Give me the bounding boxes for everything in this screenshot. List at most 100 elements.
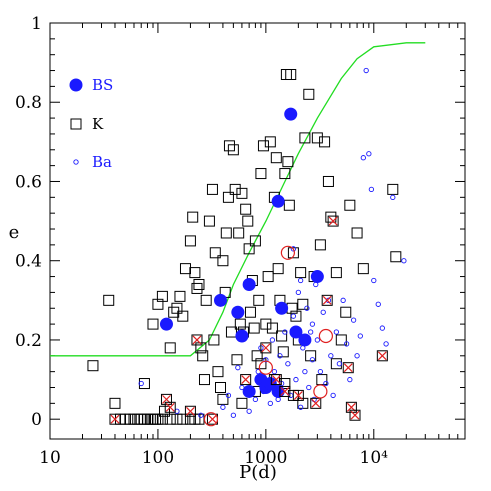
point-ba (336, 361, 343, 367)
y-axis-title: e (9, 222, 20, 243)
point-ba (282, 329, 288, 335)
point-ba (297, 277, 304, 284)
model-curve (50, 42, 426, 357)
crossed-square-mark (343, 363, 353, 373)
crossed-square-box (240, 374, 252, 386)
point-k (340, 306, 352, 318)
point-k (198, 374, 210, 386)
y-tick-label: 0.6 (15, 172, 42, 192)
circled-point (258, 360, 273, 375)
crossed-square-box (310, 397, 322, 409)
point-k (231, 354, 243, 366)
point-ba (390, 194, 396, 200)
point-k (168, 306, 180, 318)
crossed-square-mark (261, 343, 271, 353)
point-k (177, 310, 189, 322)
point-k (295, 267, 307, 279)
point-k (325, 211, 337, 223)
legend-label-k: K (92, 115, 104, 133)
point-k (264, 136, 276, 148)
point-k (164, 342, 176, 354)
point-ba (314, 337, 321, 343)
circled-point (318, 328, 334, 344)
point-ba (330, 392, 336, 399)
x-tick-label: 10⁴ (360, 448, 389, 468)
crossed-square-mark (377, 351, 387, 361)
crossed-square-box (270, 374, 282, 386)
point-k (297, 298, 309, 310)
crossed-square-box (191, 334, 203, 346)
point-k (177, 413, 189, 425)
point-ba (235, 365, 241, 371)
point-bs (214, 293, 228, 307)
crossed-square-mark (311, 398, 321, 408)
y-tick-label: 0 (31, 410, 42, 430)
point-k (152, 298, 164, 310)
point-ba (307, 329, 314, 335)
crossed-square-mark (110, 414, 120, 424)
point-ba (297, 404, 304, 410)
point-bs (242, 384, 256, 398)
x-tick-label: 10 (39, 448, 61, 468)
point-ba (138, 380, 144, 387)
point-k (87, 360, 99, 372)
point-k (217, 255, 229, 267)
point-ba (246, 408, 252, 414)
point-ba (306, 384, 312, 391)
point-k (229, 183, 241, 195)
point-ba (366, 151, 372, 157)
crossed-square-mark (280, 387, 290, 396)
point-ba (285, 361, 291, 367)
point-ba (290, 246, 297, 252)
point-ba (360, 155, 366, 161)
point-ba (317, 368, 324, 375)
point-bs (242, 277, 256, 291)
point-ba (267, 400, 273, 406)
crossed-square-mark (208, 414, 217, 424)
point-k (156, 290, 168, 302)
point-ba (383, 341, 389, 347)
point-k (215, 381, 227, 393)
point-ba (371, 277, 377, 284)
point-bs (284, 107, 298, 121)
y-tick-label: 0.4 (15, 252, 42, 272)
crossed-square-mark (350, 410, 360, 420)
y-axis: 0 0.2 0.4 0.6 0.8 1 (15, 14, 465, 430)
point-k (191, 282, 203, 294)
point-k (222, 191, 234, 203)
point-k (103, 294, 115, 306)
point-k (227, 144, 239, 156)
crossed-square-box (342, 362, 354, 374)
point-k (179, 263, 191, 275)
point-ba (354, 353, 360, 359)
point-ba (333, 329, 340, 335)
circled-point (203, 412, 219, 427)
point-k (311, 132, 323, 144)
model-curve-line (50, 42, 426, 357)
point-k (200, 294, 212, 306)
point-ba (375, 301, 381, 307)
crossed-square-mark (185, 406, 195, 416)
point-ba (363, 67, 369, 74)
legend-marker-bs (69, 78, 83, 92)
point-k (322, 175, 334, 187)
crossed-square-mark (241, 375, 251, 384)
point-bs (231, 305, 245, 319)
crossed-square-box (279, 385, 291, 397)
point-k (262, 271, 274, 283)
x-axis-title: P(d) (239, 462, 277, 483)
point-k (158, 405, 170, 417)
point-k (240, 203, 252, 215)
point-k (390, 251, 402, 263)
x-tick-label: 1000 (244, 448, 287, 468)
point-k (253, 294, 265, 306)
point-k (279, 168, 291, 180)
point-ba (198, 412, 204, 418)
point-ba (302, 368, 308, 375)
point-bs (298, 333, 312, 347)
minor-ticks (50, 23, 465, 439)
point-k (248, 322, 260, 334)
point-bs (235, 329, 249, 343)
point-k (174, 290, 186, 302)
point-bs (310, 270, 324, 284)
